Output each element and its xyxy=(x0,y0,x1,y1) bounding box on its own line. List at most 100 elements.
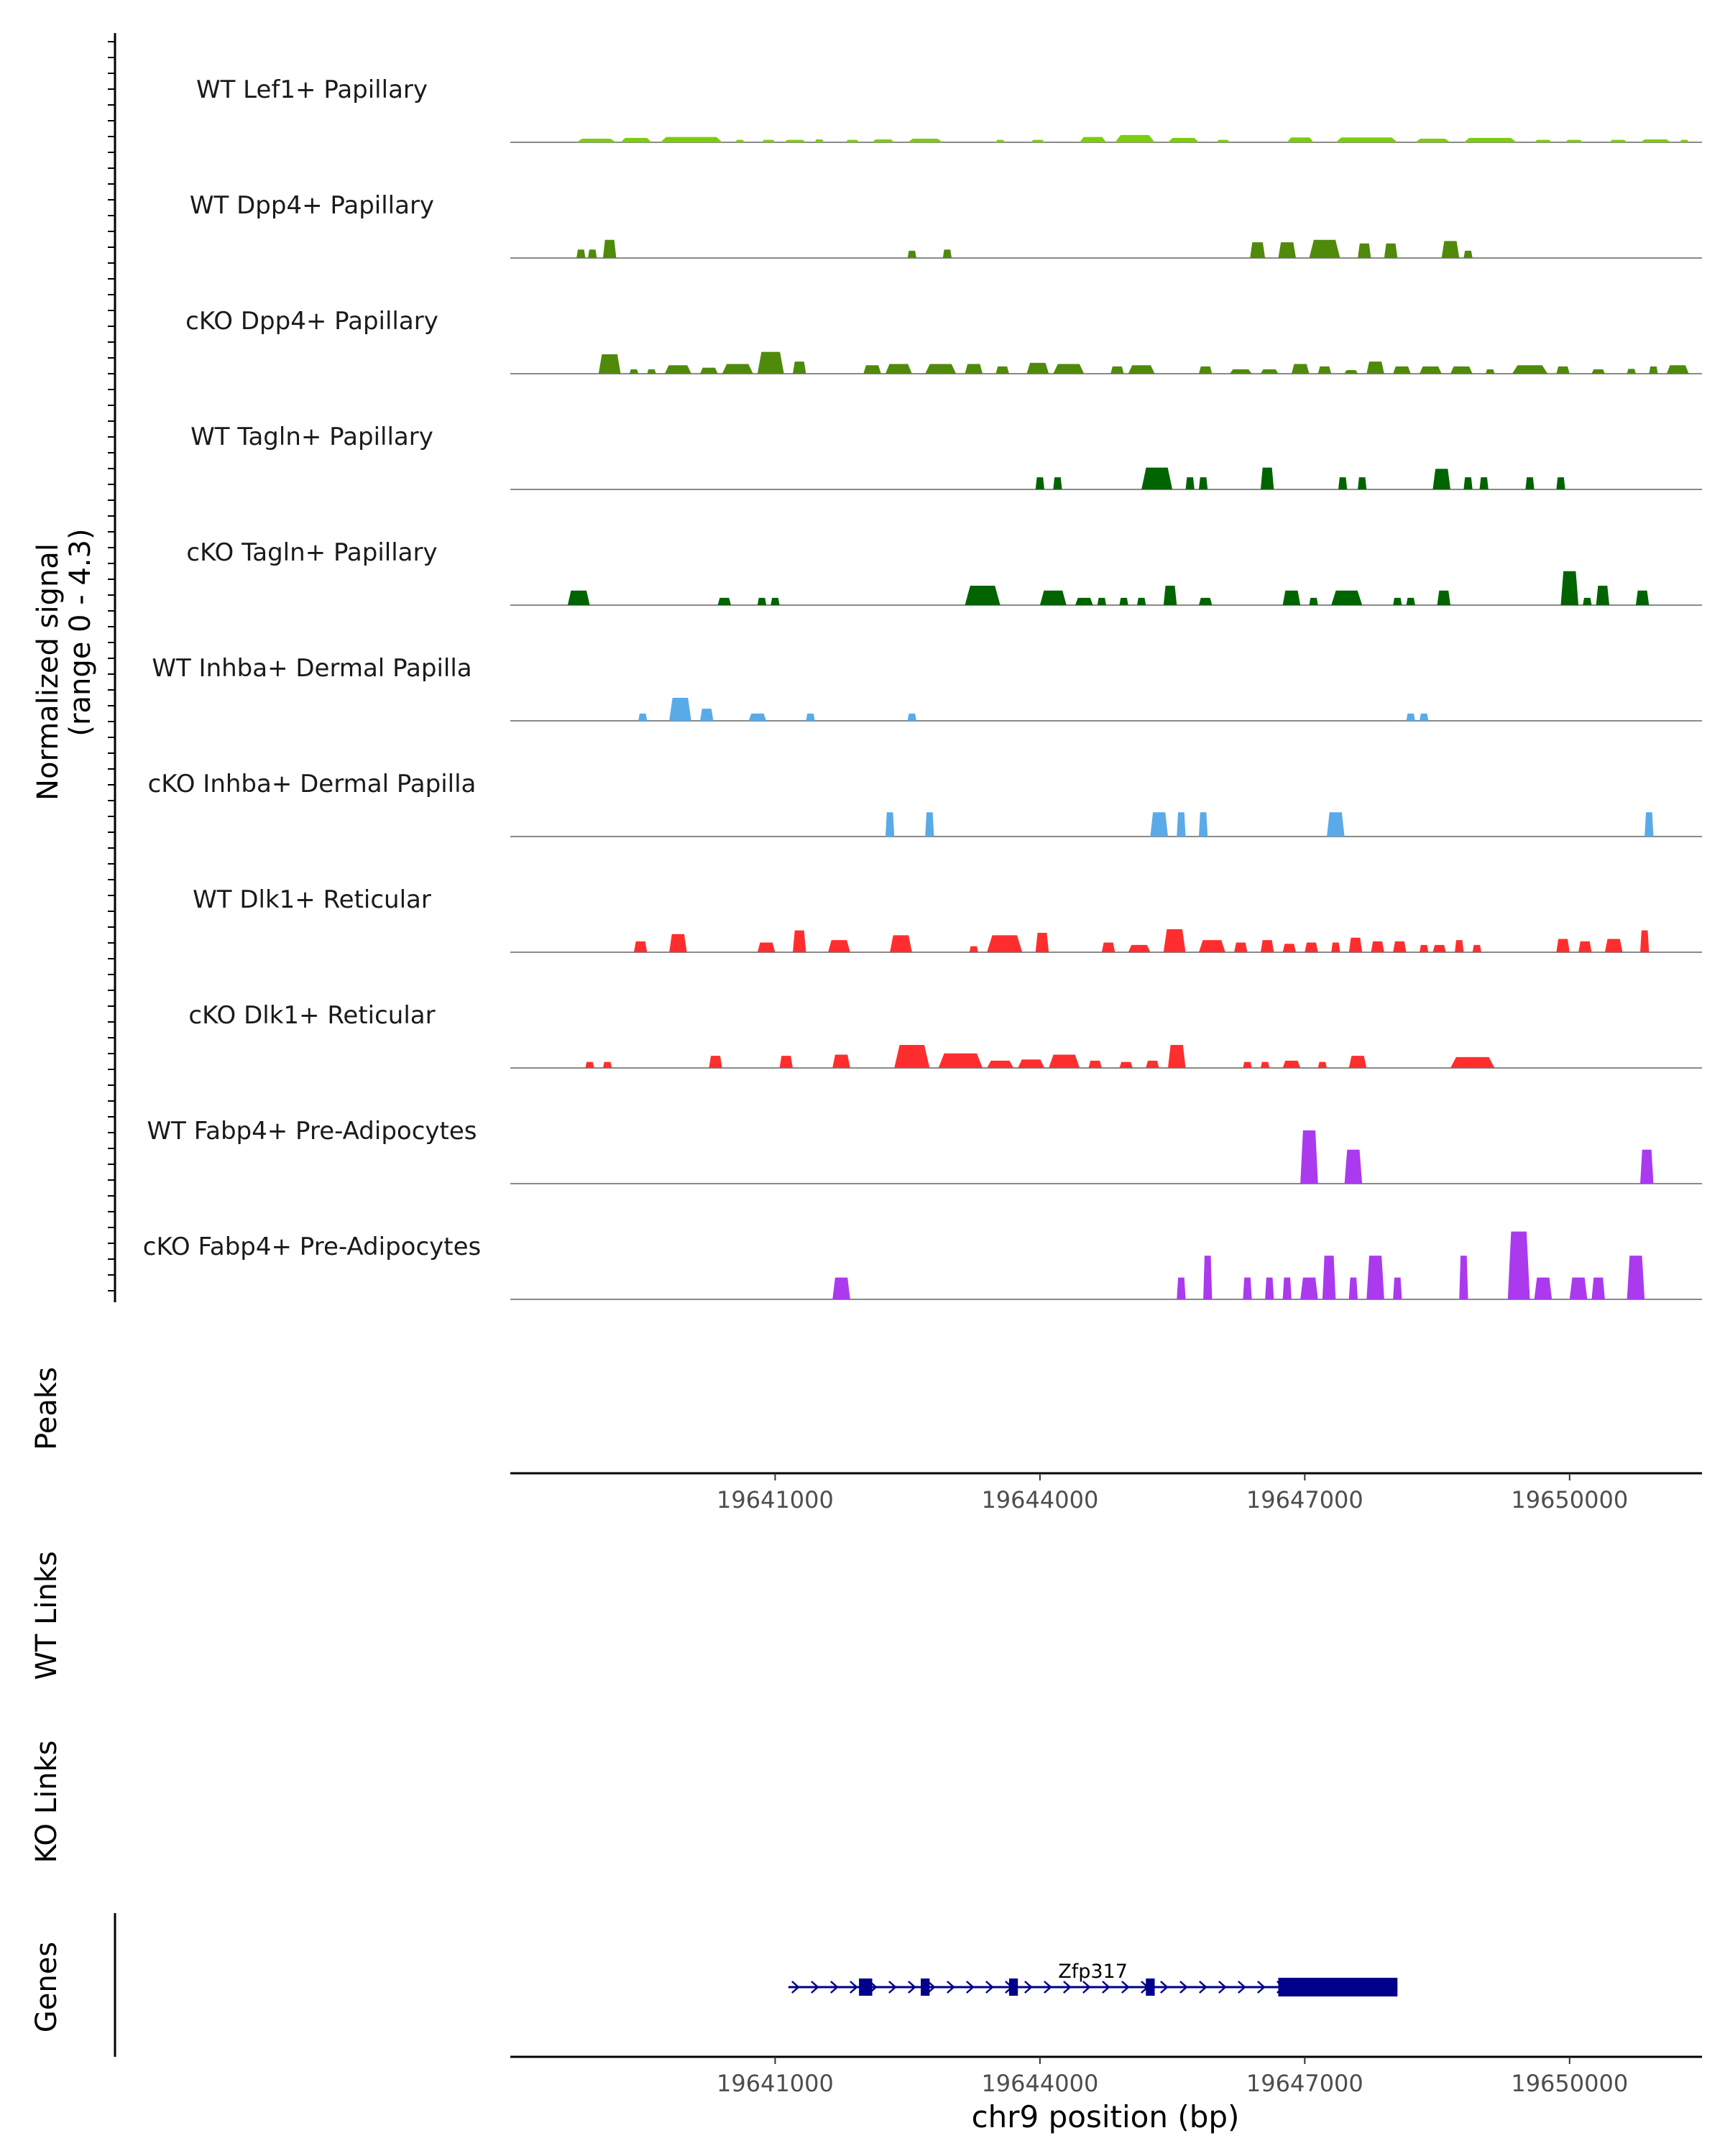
coverage-peak xyxy=(647,369,656,374)
strand-arrow-icon xyxy=(830,1981,839,1994)
genes-x-tick-label: 19647000 xyxy=(1246,2070,1363,2097)
coverage-peak xyxy=(1331,590,1363,605)
coverage-peak xyxy=(1640,1149,1654,1184)
coverage-peak xyxy=(1198,597,1213,605)
coverage-peak xyxy=(1596,586,1610,605)
coverage-peak xyxy=(1393,597,1402,605)
track-5: cKO Tagln+ Papillary xyxy=(186,538,1702,606)
peaks-track: Peaks 19641000 19644000 19647000 19650000 xyxy=(30,1367,1702,1514)
coverage-peak xyxy=(832,1054,850,1068)
coverage-peak xyxy=(1119,1061,1133,1068)
coverage-peak xyxy=(1419,366,1442,374)
track-label: cKO Fabp4+ Pre-Adipocytes xyxy=(143,1233,482,1261)
coverage-peak xyxy=(1666,365,1689,374)
coverage-peak xyxy=(1250,242,1266,258)
coverage-peak xyxy=(1282,590,1301,605)
coverage-peak xyxy=(585,1061,594,1068)
coverage-peak xyxy=(1627,1256,1645,1299)
genes-x-tick-label: 19641000 xyxy=(717,2070,834,2097)
coverage-peak xyxy=(1115,134,1155,142)
coverage-peak xyxy=(757,351,784,374)
coverage-peak xyxy=(602,1061,612,1068)
coverage-peak xyxy=(1344,369,1358,374)
coverage-peak xyxy=(1128,365,1155,374)
coverage-peak xyxy=(1317,366,1332,374)
coverage-peak xyxy=(872,139,895,142)
coverage-peak xyxy=(567,590,590,605)
track-1: WT Lef1+ Papillary xyxy=(196,75,1702,143)
coverage-peak xyxy=(1185,477,1195,489)
coverage-peak xyxy=(1141,467,1173,489)
coverage-peak xyxy=(779,1056,794,1068)
coverage-peak xyxy=(907,250,916,258)
coverage-peak xyxy=(1556,477,1565,489)
coverage-peak xyxy=(1507,1231,1530,1299)
coverage-peak xyxy=(748,713,767,721)
coverage-peak xyxy=(1305,942,1318,952)
coverage-peak xyxy=(1260,1061,1270,1068)
strand-arrow-icon xyxy=(985,1981,994,1994)
gene-exon xyxy=(1278,1978,1398,1996)
coverage-peak xyxy=(1534,139,1552,142)
coverage-peak xyxy=(1591,1277,1605,1299)
coverage-peak xyxy=(793,361,806,374)
coverage-peak xyxy=(1309,597,1318,605)
coverage-peak xyxy=(1053,364,1085,374)
coverage-peak xyxy=(1243,1277,1252,1299)
track-label: WT Dlk1+ Reticular xyxy=(193,885,431,914)
coverage-peak xyxy=(1432,469,1450,489)
coverage-peak xyxy=(907,713,916,721)
strand-arrow-icon xyxy=(927,1981,936,1994)
coverage-peak xyxy=(770,597,780,605)
coverage-peak xyxy=(942,249,952,258)
coverage-peak xyxy=(1432,944,1446,952)
coverage-peak xyxy=(1110,366,1124,374)
coverage-peak xyxy=(1322,1256,1336,1299)
coverage-peak xyxy=(1018,1059,1045,1068)
coverage-peak xyxy=(1234,942,1248,952)
strand-arrow-icon xyxy=(1218,1981,1227,1994)
coverage-peak xyxy=(1035,933,1049,952)
coverage-peak xyxy=(757,597,767,605)
coverage-peak xyxy=(1260,369,1279,374)
track-10: WT Fabp4+ Pre-Adipocytes xyxy=(147,1117,1702,1184)
coverage-peak xyxy=(1300,1130,1318,1184)
track-label: cKO Dpp4+ Papillary xyxy=(185,307,438,336)
ko-links-track-label: KO Links xyxy=(30,1741,63,1864)
coverage-peak xyxy=(1309,239,1340,258)
coverage-peak xyxy=(1177,1277,1186,1299)
coverage-peak xyxy=(1512,365,1548,374)
coverage-peak xyxy=(1167,137,1199,142)
strand-arrow-icon xyxy=(1102,1981,1110,1994)
coverage-peak xyxy=(1039,590,1067,605)
gene-exon xyxy=(1008,1978,1018,1996)
coverage-peak xyxy=(1198,366,1213,374)
coverage-peak xyxy=(969,946,978,952)
coverage-peak xyxy=(832,1277,850,1299)
strand-arrow-icon xyxy=(1121,1981,1130,1994)
coverage-peak xyxy=(965,586,1000,605)
y-axis-label-line2: (range 0 - 4.3) xyxy=(64,528,97,736)
strand-arrow-icon xyxy=(966,1981,975,1994)
coverage-peak xyxy=(1243,1061,1252,1068)
coverage-peak xyxy=(1556,366,1570,374)
coverage-peak xyxy=(1136,597,1146,605)
coverage-peak xyxy=(1331,942,1340,952)
coverage-peak xyxy=(1366,361,1384,374)
coverage-peak xyxy=(1414,138,1450,142)
track-4: WT Tagln+ Papillary xyxy=(190,423,1702,490)
track-9: cKO Dlk1+ Reticular xyxy=(188,1001,1702,1069)
coverage-peak xyxy=(633,941,648,952)
coverage-peak xyxy=(1035,477,1045,489)
coverage-peak xyxy=(1358,243,1371,258)
coverage-peak xyxy=(709,1056,722,1068)
x-axis-title: chr9 position (bp) xyxy=(972,2099,1240,2134)
coverage-peak xyxy=(757,942,776,952)
coverage-peak xyxy=(938,1053,983,1068)
coverage-peak xyxy=(1609,139,1627,142)
coverage-peak xyxy=(1627,369,1636,374)
genes-x-tick-label: 19650000 xyxy=(1511,2070,1628,2097)
strand-arrow-icon xyxy=(1257,1981,1266,1994)
coverage-peak xyxy=(885,812,895,837)
